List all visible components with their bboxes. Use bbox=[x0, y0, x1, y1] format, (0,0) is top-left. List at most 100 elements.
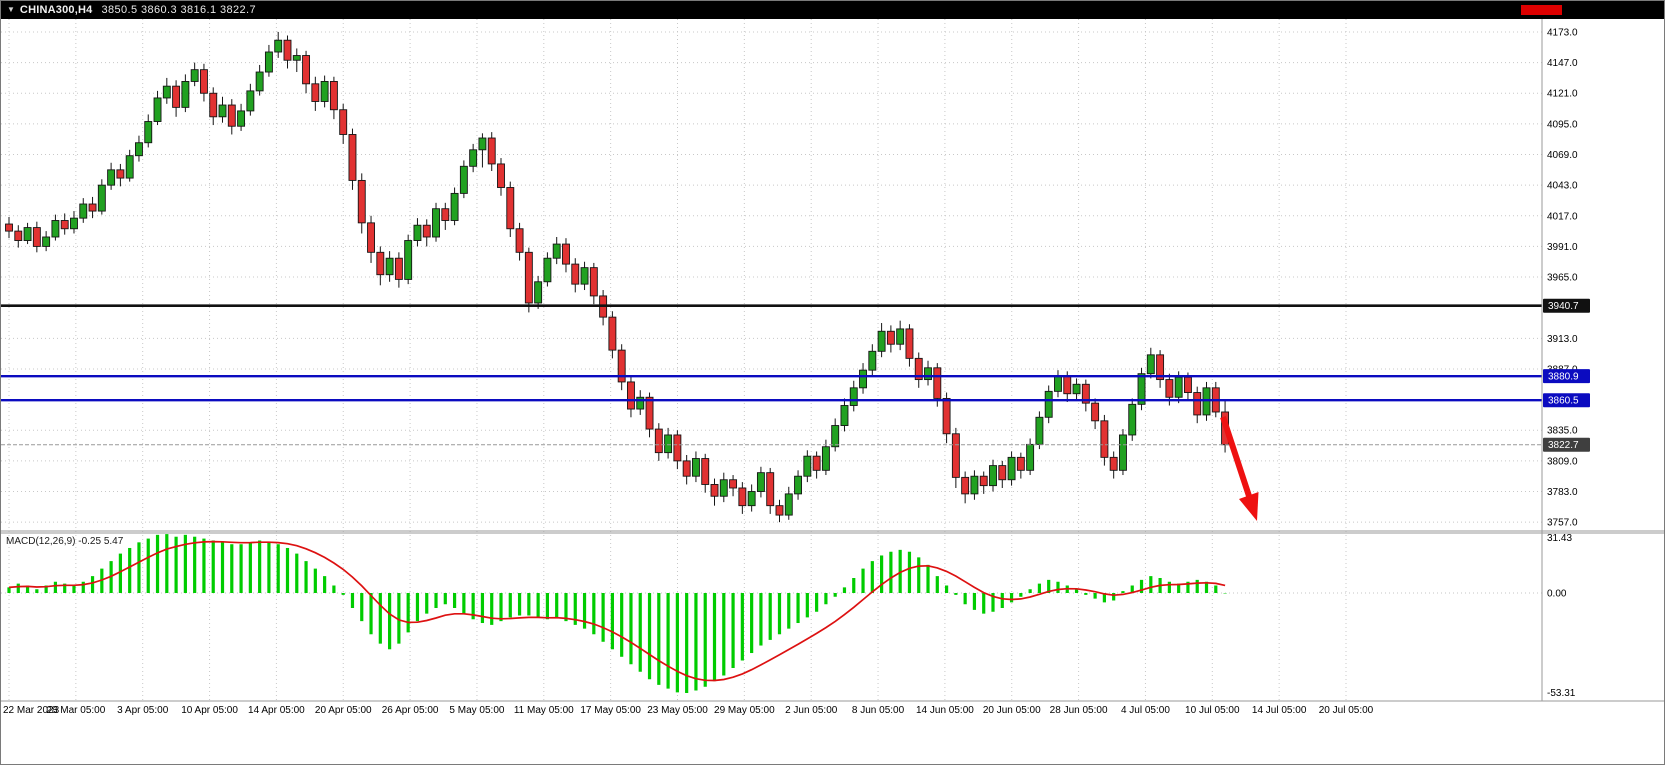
bear-candle bbox=[339, 109, 348, 135]
arrow-shaft[interactable] bbox=[1220, 416, 1252, 497]
price-axis: 4173.0 4147.0 4121.0 4095.0 4069.0 4043.0 4017… bbox=[1541, 19, 1590, 701]
bull-candle bbox=[404, 240, 413, 280]
bull-candle bbox=[636, 396, 645, 410]
bull-candle bbox=[1128, 403, 1137, 436]
bear-candle bbox=[422, 224, 431, 238]
time-label: 10 Apr 05:00 bbox=[181, 705, 238, 716]
bear-candle bbox=[209, 92, 218, 118]
bear-candle bbox=[627, 381, 635, 410]
time-label: 29 May 05:00 bbox=[714, 705, 775, 716]
bull-candle bbox=[79, 203, 88, 219]
bull-candle bbox=[784, 493, 793, 516]
price-tick-label: 3991.0 bbox=[1547, 242, 1578, 253]
time-label: 3 Apr 05:00 bbox=[117, 705, 169, 716]
time-label: 8 Jun 05:00 bbox=[852, 705, 905, 716]
bull-candle bbox=[1072, 383, 1081, 395]
bear-candle bbox=[172, 85, 181, 108]
time-label: 26 Apr 05:00 bbox=[382, 705, 439, 716]
bear-candle bbox=[227, 104, 236, 127]
macd-signal-line bbox=[8, 540, 1226, 682]
bear-candle bbox=[608, 316, 617, 351]
bear-candle bbox=[199, 69, 208, 94]
bear-candle bbox=[979, 475, 988, 487]
time-label: 20 Jun 05:00 bbox=[983, 705, 1041, 716]
bear-candle bbox=[812, 455, 821, 471]
bear-candle bbox=[116, 169, 125, 179]
bear-candle bbox=[710, 484, 719, 497]
time-label: 14 Jun 05:00 bbox=[916, 705, 974, 716]
price-tick-label: 4173.0 bbox=[1547, 27, 1578, 38]
bull-candle bbox=[1174, 376, 1183, 398]
time-label: 11 May 05:00 bbox=[514, 705, 574, 716]
bear-candle bbox=[32, 227, 41, 247]
chart-dropdown-icon[interactable]: ▼ bbox=[7, 5, 15, 14]
ohlc-readout: 3850.5 3860.3 3816.1 3822.7 bbox=[101, 4, 256, 16]
time-label: 23 May 05:00 bbox=[647, 705, 708, 716]
grid-layer bbox=[1, 19, 1542, 701]
price-badge bbox=[1543, 369, 1590, 384]
bear-candle bbox=[1165, 379, 1174, 398]
time-label: 20 Jul 05:00 bbox=[1319, 705, 1374, 716]
bull-candle bbox=[153, 97, 162, 122]
trend-arrow[interactable] bbox=[1220, 416, 1259, 521]
bear-candle bbox=[617, 349, 626, 383]
time-label: 28 Jun 05:00 bbox=[1050, 705, 1108, 716]
bull-candle bbox=[840, 405, 849, 426]
price-tick-label: 3783.0 bbox=[1547, 487, 1578, 498]
bear-candle bbox=[515, 228, 524, 253]
bull-candle bbox=[1146, 354, 1155, 375]
bull-candle bbox=[162, 85, 171, 99]
bear-candle bbox=[302, 55, 311, 85]
bear-candle bbox=[1109, 456, 1118, 471]
symbol-timeframe-label: CHINA300,H4 bbox=[19, 4, 93, 16]
bull-candle bbox=[1137, 373, 1146, 405]
bear-candle bbox=[886, 330, 895, 345]
bull-candle bbox=[1035, 416, 1044, 445]
bear-candle bbox=[394, 257, 403, 280]
bull-candle bbox=[97, 184, 106, 212]
bull-candle bbox=[691, 458, 700, 477]
bull-candle bbox=[385, 257, 394, 276]
bear-candle bbox=[998, 465, 1007, 481]
bull-candle bbox=[794, 475, 803, 495]
bull-candle bbox=[1054, 375, 1062, 392]
price-tick-label: 3913.0 bbox=[1547, 334, 1578, 345]
price-tick-label: 4095.0 bbox=[1547, 119, 1578, 130]
bull-candle bbox=[580, 267, 589, 285]
bull-candle bbox=[478, 137, 487, 151]
indicator-label: MACD(12,26,9) -0.25 5.47 bbox=[6, 536, 124, 547]
bear-candle bbox=[729, 479, 738, 489]
bear-candle bbox=[88, 203, 97, 212]
bull-candle bbox=[237, 110, 246, 127]
bear-candle bbox=[329, 81, 338, 111]
bull-candle bbox=[51, 220, 60, 238]
bull-candle bbox=[450, 192, 459, 221]
horizontal-lines-layer[interactable] bbox=[1, 304, 1542, 446]
bear-candle bbox=[961, 476, 970, 495]
bear-candle bbox=[654, 428, 663, 454]
chart-title-bar: ▼ CHINA300,H4 3850.5 3860.3 3816.1 3822.… bbox=[1, 1, 1664, 19]
bear-candle bbox=[487, 137, 496, 165]
bull-candle bbox=[469, 149, 478, 167]
price-tick-label: 3757.0 bbox=[1547, 518, 1578, 529]
bull-candle bbox=[664, 434, 673, 454]
bull-candle bbox=[413, 224, 422, 241]
macd-scale-zero: 0.00 bbox=[1547, 589, 1567, 600]
time-label: 14 Jul 05:00 bbox=[1252, 705, 1307, 716]
bear-candle bbox=[766, 472, 775, 507]
arrow-head[interactable] bbox=[1239, 492, 1259, 521]
bear-candle bbox=[942, 397, 951, 435]
bear-candle bbox=[60, 220, 69, 230]
bull-candle bbox=[432, 208, 440, 238]
bull-candle bbox=[821, 446, 830, 471]
bear-candle bbox=[348, 134, 357, 181]
bear-candle bbox=[5, 223, 13, 232]
price-tick-label: 4147.0 bbox=[1547, 58, 1578, 69]
bear-candle bbox=[1183, 376, 1192, 393]
macd-scale-top: 31.43 bbox=[1547, 533, 1572, 544]
bull-candle bbox=[264, 51, 273, 73]
bull-candle bbox=[246, 90, 255, 112]
